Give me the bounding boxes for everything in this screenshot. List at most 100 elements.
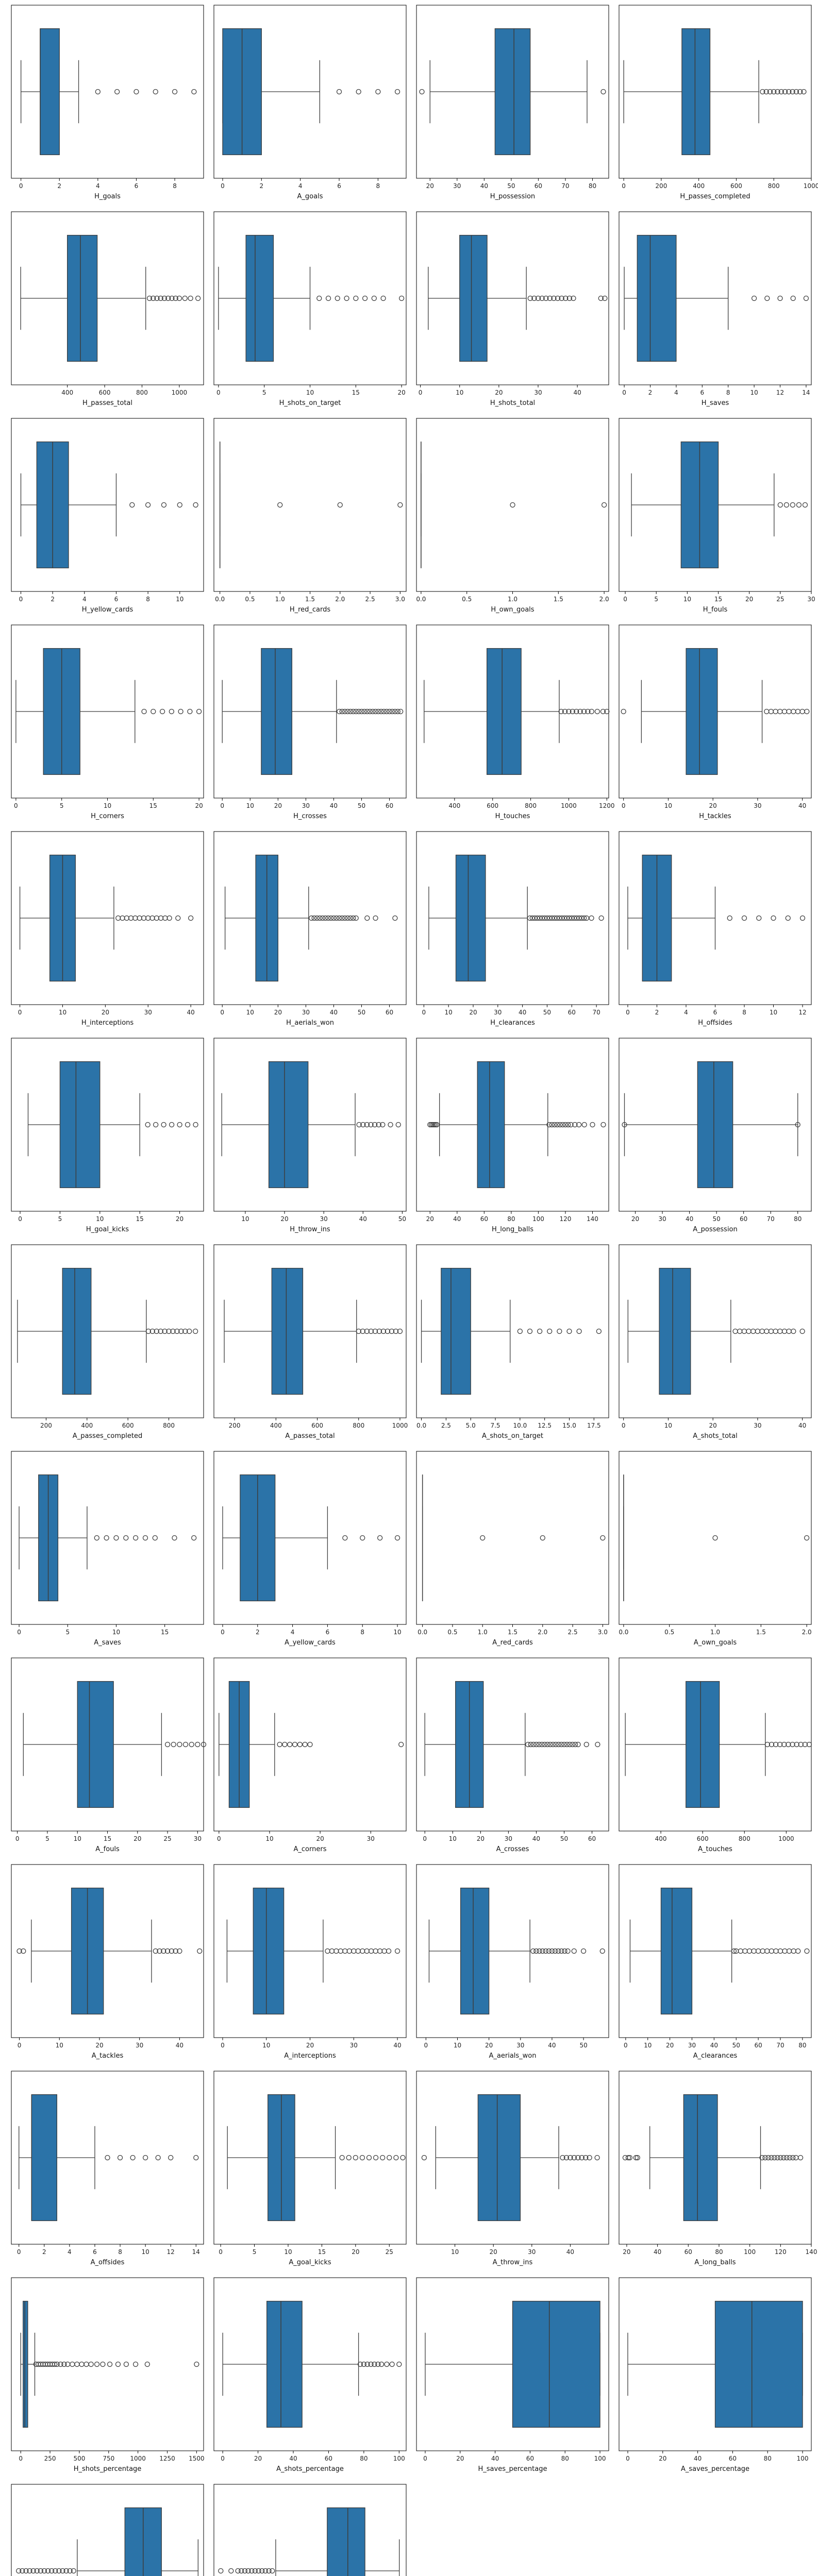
- x-axis-label: H_saves: [702, 399, 729, 407]
- x-tick-label: 10: [683, 596, 691, 603]
- boxplot-panel-A_clearances: 0 10 20 30 40 50 60 70 80 A_clearances: [619, 1865, 811, 2060]
- iqr-box: [686, 1682, 720, 1808]
- x-tick-label: 10: [74, 1835, 81, 1842]
- x-tick-label: 200: [229, 1422, 241, 1429]
- x-tick-label: 0: [19, 182, 23, 190]
- x-tick-label: 0.5: [462, 596, 472, 603]
- x-axis-label: A_crosses: [496, 1845, 529, 1853]
- x-tick-label: 400: [693, 182, 705, 190]
- x-tick-label: 10.0: [513, 1422, 527, 1429]
- x-tick-label: 200: [655, 182, 667, 190]
- x-tick-label: 0.5: [245, 596, 255, 603]
- boxplot-panel-A_tackles: 0 10 20 30 40A_tackles: [11, 1865, 204, 2060]
- x-tick-label: 30: [528, 2248, 536, 2256]
- x-axis-label: H_touches: [495, 812, 530, 820]
- x-tick-label: 60: [386, 802, 393, 809]
- x-tick-label: 0.0: [619, 1629, 628, 1636]
- iqr-box: [77, 1682, 113, 1808]
- x-tick-label: 40: [573, 389, 581, 396]
- x-tick-label: 0: [17, 1629, 21, 1636]
- x-tick-label: 4: [291, 1629, 295, 1636]
- x-tick-label: 30: [302, 1009, 310, 1016]
- x-tick-label: 6: [93, 2248, 97, 2256]
- x-tick-label: 0: [622, 182, 626, 190]
- x-tick-label: 40: [798, 802, 806, 809]
- boxplot-panel-H_own_goals: 0.0 0.5 1.0 1.5 2.0H_own_goals: [416, 418, 609, 614]
- x-tick-label: 1.0: [478, 1629, 488, 1636]
- x-tick-label: 400: [81, 1422, 93, 1429]
- x-tick-label: 0.5: [447, 1629, 457, 1636]
- iqr-box: [495, 29, 530, 155]
- boxplot-panel-H_saves: 0 2 4 6 8 10 12 14H_saves: [619, 212, 811, 407]
- x-tick-label: 1.0: [275, 596, 285, 603]
- x-tick-label: 5: [60, 802, 64, 809]
- x-tick-label: 60: [754, 2042, 762, 2049]
- x-tick-label: 20: [469, 1009, 477, 1016]
- iqr-box: [461, 1888, 489, 2014]
- iqr-box: [682, 29, 710, 155]
- x-axis-label: A_long_balls: [694, 2259, 736, 2266]
- iqr-box: [637, 235, 676, 362]
- x-tick-label: 6: [326, 1629, 330, 1636]
- x-tick-label: 14: [192, 2248, 200, 2256]
- x-tick-label: 2: [648, 389, 653, 396]
- x-axis-label: A_own_goals: [694, 1639, 737, 1647]
- x-tick-label: 15: [149, 802, 157, 809]
- x-tick-label: 0: [626, 2455, 630, 2462]
- x-tick-label: 40: [289, 2455, 297, 2462]
- x-tick-label: 0: [423, 1835, 427, 1842]
- x-axis-label: A_saves: [94, 1639, 121, 1647]
- x-tick-label: 30: [320, 1215, 328, 1223]
- iqr-box: [697, 1062, 732, 1188]
- x-tick-label: 10: [306, 389, 314, 396]
- x-tick-label: 0: [217, 1835, 221, 1842]
- x-tick-label: 30: [688, 2042, 696, 2049]
- iqr-box: [246, 235, 273, 362]
- x-tick-label: 60: [386, 1009, 393, 1016]
- boxplot-panel-A_shots_total: 0 10 20 30 40 A_shots_total: [619, 1245, 811, 1440]
- x-tick-label: 20: [709, 1422, 717, 1429]
- x-tick-label: 10: [96, 1215, 104, 1223]
- boxplot-panel-H_interceptions: 0 10 20 30 40 H_interceptions: [11, 832, 204, 1027]
- x-tick-label: 20: [133, 1835, 141, 1842]
- x-tick-label: 30: [658, 1215, 666, 1223]
- x-tick-label: 10: [246, 1009, 254, 1016]
- x-axis-label: A_possession: [693, 1226, 738, 1233]
- x-tick-label: 80: [360, 2455, 368, 2462]
- x-tick-label: 20: [456, 2455, 464, 2462]
- x-tick-label: 20: [352, 2248, 359, 2256]
- x-tick-label: 80: [794, 1215, 802, 1223]
- x-tick-label: 30: [754, 1422, 761, 1429]
- boxplot-panel-H_passes_total: 400 600 800 1000H_passes_total: [11, 212, 204, 407]
- x-tick-label: 50: [358, 1009, 365, 1016]
- x-tick-label: 10: [750, 389, 758, 396]
- x-axis-label: H_shots_percentage: [74, 2465, 142, 2473]
- x-tick-label: 140: [587, 1215, 598, 1223]
- x-axis-label: H_interceptions: [81, 1019, 134, 1027]
- x-tick-label: 6: [337, 182, 341, 190]
- x-tick-label: 10: [265, 1835, 273, 1842]
- x-axis-label: A_yellow_cards: [285, 1639, 336, 1647]
- x-tick-label: 0: [624, 2042, 628, 2049]
- x-tick-label: 80: [798, 2042, 806, 2049]
- x-tick-label: 0.0: [418, 1629, 427, 1636]
- boxplot-panel-A_passes_percentage: 405060708090A_passes_percentage: [213, 2484, 406, 2576]
- x-tick-label: 10: [644, 2042, 652, 2049]
- axes-frame: [214, 2484, 406, 2576]
- x-tick-label: 400: [655, 1835, 667, 1842]
- boxplot-panel-A_goal_kicks: 0 5 10 15 20 25A_goal_kicks: [214, 2071, 406, 2266]
- x-tick-label: 25: [776, 596, 784, 603]
- x-tick-label: 12: [798, 1009, 806, 1016]
- boxplot-panel-A_shots_percentage: 0 20 40 60 80 100 A_shots_percentage: [214, 2278, 406, 2473]
- x-tick-label: 25: [386, 2248, 393, 2256]
- x-tick-label: 10: [449, 1835, 457, 1842]
- boxplot-panel-H_offsides: 0 2 4 6 8 10 12H_offsides: [619, 832, 811, 1027]
- x-tick-label: 8: [173, 182, 177, 190]
- x-tick-label: 1.5: [305, 596, 315, 603]
- x-tick-label: 0: [221, 2455, 225, 2462]
- x-tick-label: 0.0: [215, 596, 225, 603]
- x-tick-label: 30: [302, 802, 310, 809]
- x-tick-label: 20: [631, 1215, 639, 1223]
- x-axis-label: A_shots_total: [693, 1432, 737, 1440]
- x-tick-label: 4: [68, 2248, 72, 2256]
